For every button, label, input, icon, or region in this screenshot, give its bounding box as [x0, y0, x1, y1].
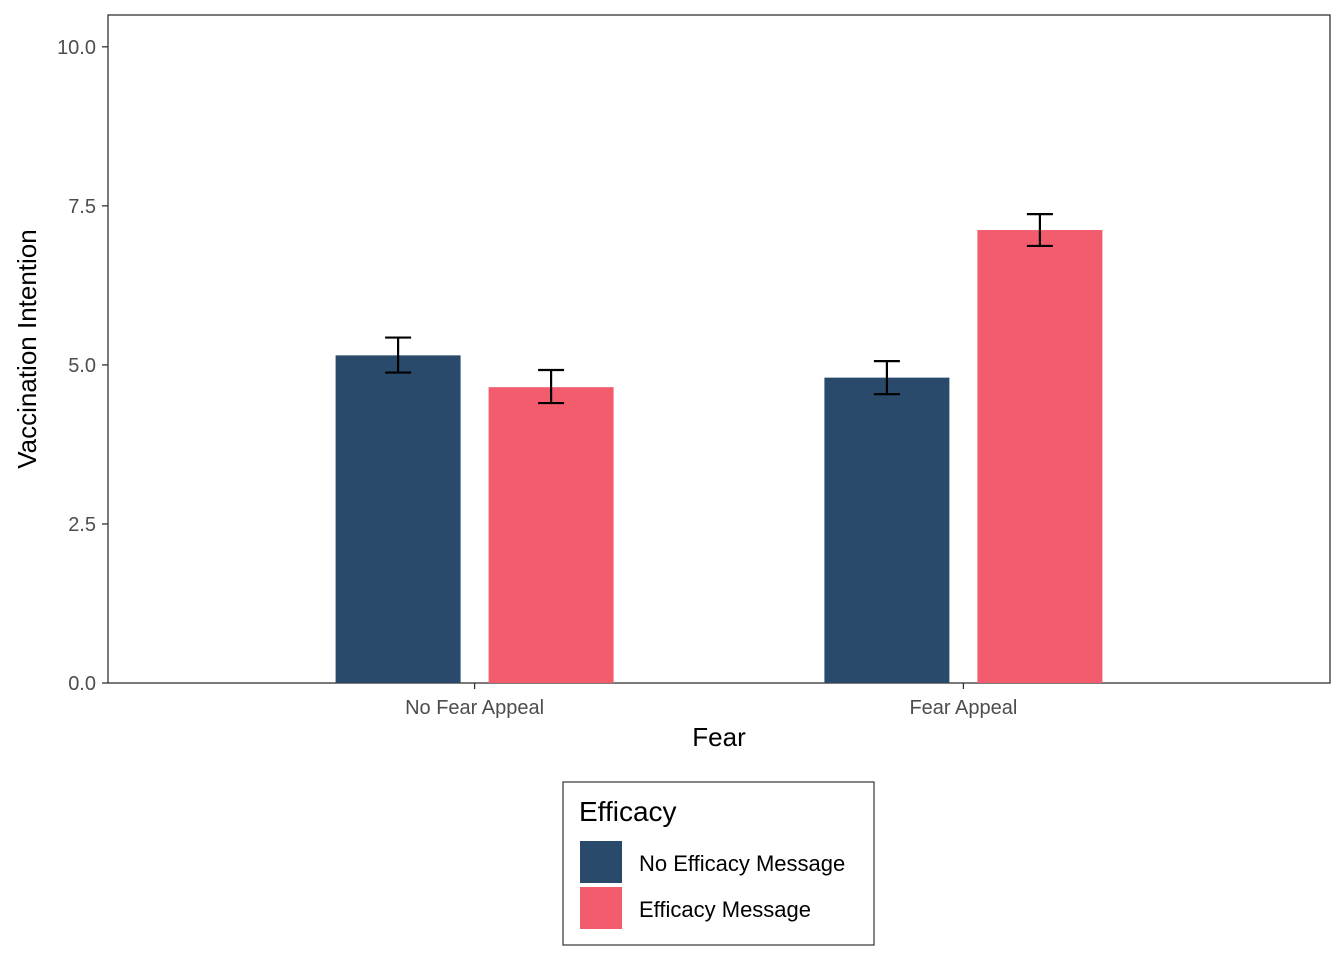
y-axis-title: Vaccination Intention	[12, 229, 42, 468]
legend-key-efficacy-message	[580, 887, 622, 929]
y-axis: 0.0 2.5 5.0 7.5 10.0	[57, 37, 108, 695]
x-axis-title: Fear	[692, 722, 746, 752]
x-tick-label-no-fear-appeal: No Fear Appeal	[405, 697, 544, 719]
bar-no-fear-appeal-no-efficacy-message	[335, 355, 461, 683]
error-bar-fear-appeal-efficacy-message	[1026, 213, 1053, 248]
plot-panel	[107, 14, 1331, 684]
y-tick-label: 7.5	[68, 196, 96, 218]
y-tick-label: 2.5	[68, 514, 96, 536]
error-bar-no-fear-appeal-no-efficacy-message	[385, 336, 412, 374]
bar-no-fear-appeal-efficacy-message	[488, 387, 614, 683]
legend: Efficacy No Efficacy Message Efficacy Me…	[562, 781, 875, 946]
y-tick-label: 10.0	[57, 37, 96, 59]
x-tick-label-fear-appeal: Fear Appeal	[909, 697, 1017, 719]
legend-title: Efficacy	[579, 796, 677, 827]
x-axis: No Fear Appeal Fear Appeal	[405, 683, 1017, 719]
error-bar-fear-appeal-no-efficacy-message	[873, 359, 900, 396]
y-tick-label: 0.0	[68, 673, 96, 695]
bar-fear-appeal-no-efficacy-message	[824, 377, 950, 683]
y-tick-label: 5.0	[68, 355, 96, 377]
bar-fear-appeal-efficacy-message	[977, 230, 1103, 683]
error-bars	[385, 213, 1053, 405]
error-bar-no-fear-appeal-efficacy-message	[538, 368, 565, 405]
bar-marks	[335, 230, 1103, 683]
legend-key-no-efficacy-message	[580, 841, 622, 883]
legend-label-no-efficacy-message: No Efficacy Message	[639, 851, 845, 876]
legend-label-efficacy-message: Efficacy Message	[639, 897, 811, 922]
